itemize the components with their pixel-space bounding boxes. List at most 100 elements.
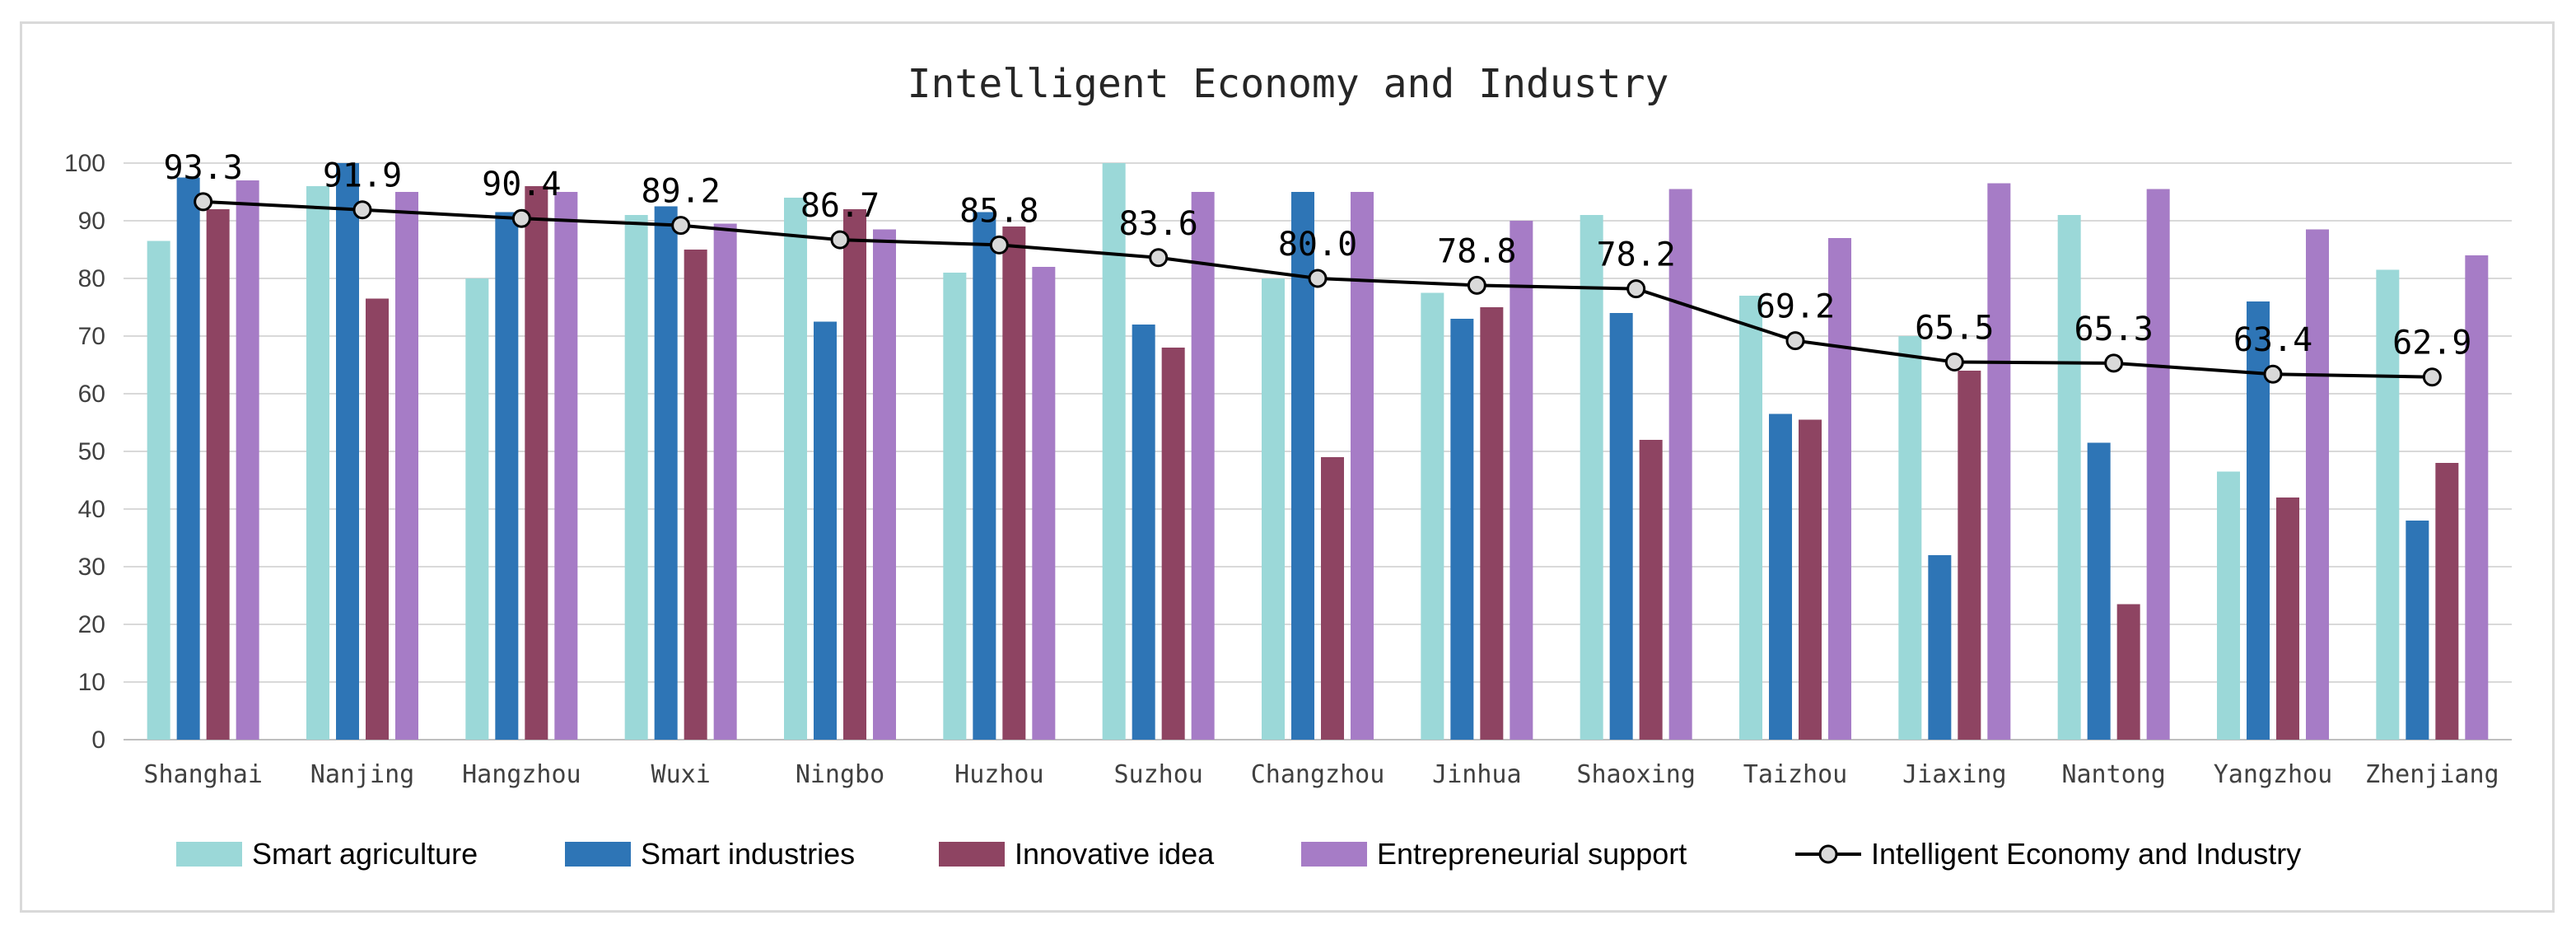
bar-smart-industries-shaoxing	[1609, 313, 1633, 740]
x-tick-label: Changzhou	[1251, 760, 1385, 789]
bar-smart-agriculture-huzhou	[943, 273, 967, 740]
y-tick-label: 40	[78, 496, 105, 523]
bar-entrepreneurial-support-jinhua	[1510, 221, 1533, 740]
bar-smart-industries-hangzhou	[495, 212, 519, 740]
x-tick-label: Zhenjiang	[2365, 760, 2499, 789]
bar-entrepreneurial-support-yangzhou	[2306, 229, 2329, 740]
bar-entrepreneurial-support-ningbo	[873, 229, 896, 740]
bar-innovative-idea-nanjing	[366, 298, 389, 740]
bar-entrepreneurial-support-taizhou	[1828, 238, 1851, 740]
data-label: 62.9	[2392, 325, 2471, 362]
x-tick-label: Jiaxing	[1902, 760, 2006, 789]
legend-label: Intelligent Economy and Industry	[1871, 837, 2301, 871]
x-tick-label: Nanjing	[310, 760, 414, 789]
chart-title: Intelligent Economy and Industry	[908, 61, 1669, 107]
bar-innovative-idea-jiaxing	[1958, 371, 1981, 740]
bar-entrepreneurial-support-huzhou	[1032, 267, 1056, 740]
y-tick-label: 70	[78, 323, 105, 350]
y-axis: 0 10 20 30 40 50 60 70 80 90 100	[64, 150, 105, 754]
bar-smart-agriculture-nantong	[2057, 215, 2081, 740]
bar-innovative-idea-wuxi	[684, 250, 707, 740]
bar-smart-agriculture-changzhou	[1262, 278, 1285, 740]
bar-smart-agriculture-zhenjiang	[2376, 269, 2400, 740]
line-series	[194, 192, 2442, 387]
bar-innovative-idea-hangzhou	[525, 186, 548, 740]
y-tick-label: 30	[78, 554, 105, 581]
data-label: 65.5	[1915, 310, 1994, 348]
bar-innovative-idea-suzhou	[1161, 348, 1185, 740]
data-labels: 93.3 91.9 90.4 89.2 86.7 85.8 83.6 80.0 78.8 78.2…	[164, 149, 2472, 362]
bar-smart-industries-taizhou	[1769, 413, 1792, 740]
data-label: 89.2	[642, 173, 721, 211]
bar-innovative-idea-changzhou	[1321, 457, 1344, 740]
bar-entrepreneurial-support-jiaxing	[1987, 183, 2011, 740]
legend-label: Smart agriculture	[252, 837, 478, 871]
bar-innovative-idea-shanghai	[206, 209, 230, 740]
line-point	[1308, 269, 1328, 288]
y-tick-label: 100	[64, 150, 105, 177]
data-label: 85.8	[959, 192, 1038, 230]
x-tick-label: Hangzhou	[462, 760, 581, 789]
legend-marker	[1818, 844, 1838, 864]
legend-item: Entrepreneurial support	[1301, 837, 1687, 871]
bar-smart-industries-shanghai	[176, 177, 200, 740]
bar-innovative-idea-shaoxing	[1639, 440, 1663, 740]
y-tick-label: 20	[78, 611, 105, 638]
line-point	[194, 192, 213, 212]
line-point	[352, 200, 372, 220]
x-axis: Shanghai Nanjing Hangzhou Wuxi Ningbo Huzhou S…	[143, 760, 2499, 789]
y-tick-label: 90	[78, 208, 105, 235]
data-label: 90.4	[482, 166, 561, 203]
legend: Smart agriculture Smart industries Innovat…	[176, 837, 2301, 871]
x-tick-label: Suzhou	[1113, 760, 1202, 789]
bar-smart-agriculture-taizhou	[1739, 296, 1762, 740]
data-label: 80.0	[1278, 226, 1357, 264]
bar-smart-industries-jinhua	[1450, 319, 1474, 740]
legend-item: Innovative idea	[939, 837, 1215, 871]
legend-label: Innovative idea	[1015, 837, 1215, 871]
y-tick-label: 80	[78, 265, 105, 292]
bar-entrepreneurial-support-hangzhou	[554, 192, 578, 740]
bar-smart-industries-huzhou	[973, 212, 996, 740]
line-point	[1149, 248, 1169, 268]
bar-smart-agriculture-hangzhou	[465, 278, 489, 740]
x-tick-label: Yangzhou	[2214, 760, 2333, 789]
data-label: 78.2	[1597, 236, 1676, 274]
x-tick-label: Ningbo	[796, 760, 884, 789]
bar-entrepreneurial-support-shaoxing	[1668, 189, 1692, 740]
line-point	[989, 235, 1009, 255]
x-tick-label: Jinhua	[1432, 760, 1521, 789]
line-point	[1785, 331, 1805, 351]
bar-innovative-idea-jinhua	[1480, 307, 1504, 740]
bar-entrepreneurial-support-zhenjiang	[2465, 255, 2489, 740]
data-label: 86.7	[800, 187, 880, 225]
bar-innovative-idea-nantong	[2116, 604, 2140, 740]
data-label: 63.4	[2233, 321, 2312, 359]
bar-innovative-idea-ningbo	[843, 209, 866, 740]
bars	[147, 163, 2489, 740]
data-label: 69.2	[1756, 288, 1835, 326]
bar-smart-agriculture-shaoxing	[1580, 215, 1603, 740]
line-point	[2104, 353, 2124, 373]
bar-innovative-idea-taizhou	[1799, 419, 1822, 740]
x-tick-label: Huzhou	[954, 760, 1043, 789]
bar-smart-agriculture-wuxi	[624, 215, 648, 740]
bar-smart-industries-ningbo	[814, 321, 837, 740]
bar-smart-agriculture-jinhua	[1421, 292, 1444, 740]
line-point	[511, 208, 531, 228]
bar-entrepreneurial-support-nanjing	[395, 192, 418, 740]
legend-item: Smart industries	[565, 837, 855, 871]
line-point	[1467, 275, 1486, 295]
bar-innovative-idea-zhenjiang	[2435, 463, 2459, 740]
bar-entrepreneurial-support-suzhou	[1191, 192, 1215, 740]
bar-smart-agriculture-ningbo	[784, 198, 807, 740]
bar-smart-agriculture-shanghai	[147, 241, 170, 740]
line-point	[2422, 367, 2442, 387]
legend-label: Smart industries	[641, 837, 855, 871]
legend-item: Smart agriculture	[176, 837, 478, 871]
chart-frame	[20, 21, 2555, 913]
data-label: 78.8	[1437, 232, 1516, 270]
legend-swatch	[176, 842, 242, 867]
legend-swatch	[939, 842, 1005, 867]
bar-smart-industries-suzhou	[1132, 325, 1155, 740]
